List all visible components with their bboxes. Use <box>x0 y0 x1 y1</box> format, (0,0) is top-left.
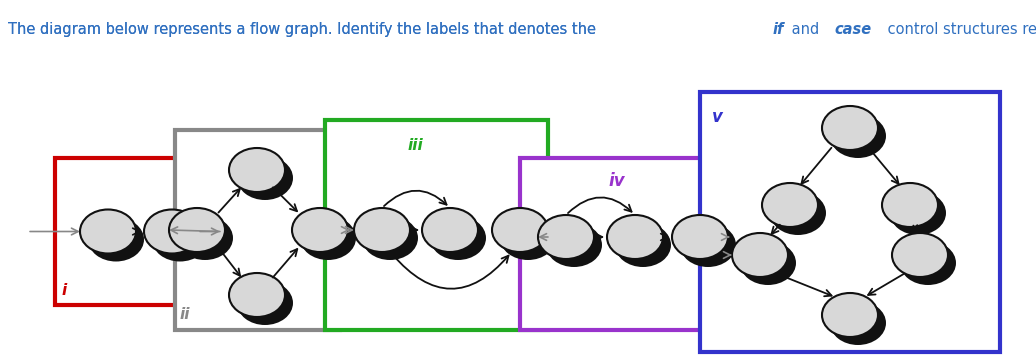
Ellipse shape <box>237 281 293 325</box>
Ellipse shape <box>607 215 663 259</box>
Ellipse shape <box>430 216 486 260</box>
Text: iv: iv <box>609 172 626 190</box>
Text: The diagram below represents a flow graph. Identify the labels that denotes the: The diagram below represents a flow grap… <box>8 22 601 37</box>
Text: control structures respectively.: control structures respectively. <box>883 22 1036 37</box>
Ellipse shape <box>538 215 594 259</box>
Text: and: and <box>787 22 825 37</box>
Ellipse shape <box>169 208 225 252</box>
Text: v: v <box>712 108 723 126</box>
Ellipse shape <box>292 208 348 252</box>
Ellipse shape <box>740 241 796 285</box>
Bar <box>55 158 213 305</box>
Ellipse shape <box>177 216 233 260</box>
Ellipse shape <box>422 208 478 252</box>
Ellipse shape <box>830 114 886 158</box>
Ellipse shape <box>144 209 200 253</box>
Ellipse shape <box>500 216 556 260</box>
Bar <box>325 120 548 330</box>
Ellipse shape <box>680 223 736 267</box>
Ellipse shape <box>80 209 136 253</box>
Text: case: case <box>835 22 872 37</box>
Text: if: if <box>773 22 784 37</box>
Ellipse shape <box>882 183 938 227</box>
Ellipse shape <box>88 218 144 262</box>
Ellipse shape <box>770 191 826 235</box>
Ellipse shape <box>762 183 818 227</box>
Ellipse shape <box>822 293 877 337</box>
Text: The diagram below represents a flow graph. Identify the labels that denotes the: The diagram below represents a flow grap… <box>8 22 601 37</box>
Bar <box>175 130 340 330</box>
Ellipse shape <box>732 233 788 277</box>
Ellipse shape <box>546 223 602 267</box>
Ellipse shape <box>300 216 356 260</box>
Ellipse shape <box>229 148 285 192</box>
Ellipse shape <box>229 273 285 317</box>
Ellipse shape <box>354 208 410 252</box>
Ellipse shape <box>892 233 948 277</box>
Bar <box>700 92 1000 352</box>
Text: ii: ii <box>180 307 191 322</box>
Ellipse shape <box>830 301 886 345</box>
Ellipse shape <box>822 106 877 150</box>
Ellipse shape <box>237 156 293 200</box>
Ellipse shape <box>890 191 946 235</box>
Ellipse shape <box>152 218 208 262</box>
Ellipse shape <box>615 223 671 267</box>
Ellipse shape <box>362 216 418 260</box>
Ellipse shape <box>672 215 728 259</box>
Bar <box>520 158 714 330</box>
Ellipse shape <box>900 241 956 285</box>
Text: i: i <box>62 283 67 298</box>
Ellipse shape <box>492 208 548 252</box>
Text: iii: iii <box>407 138 423 153</box>
